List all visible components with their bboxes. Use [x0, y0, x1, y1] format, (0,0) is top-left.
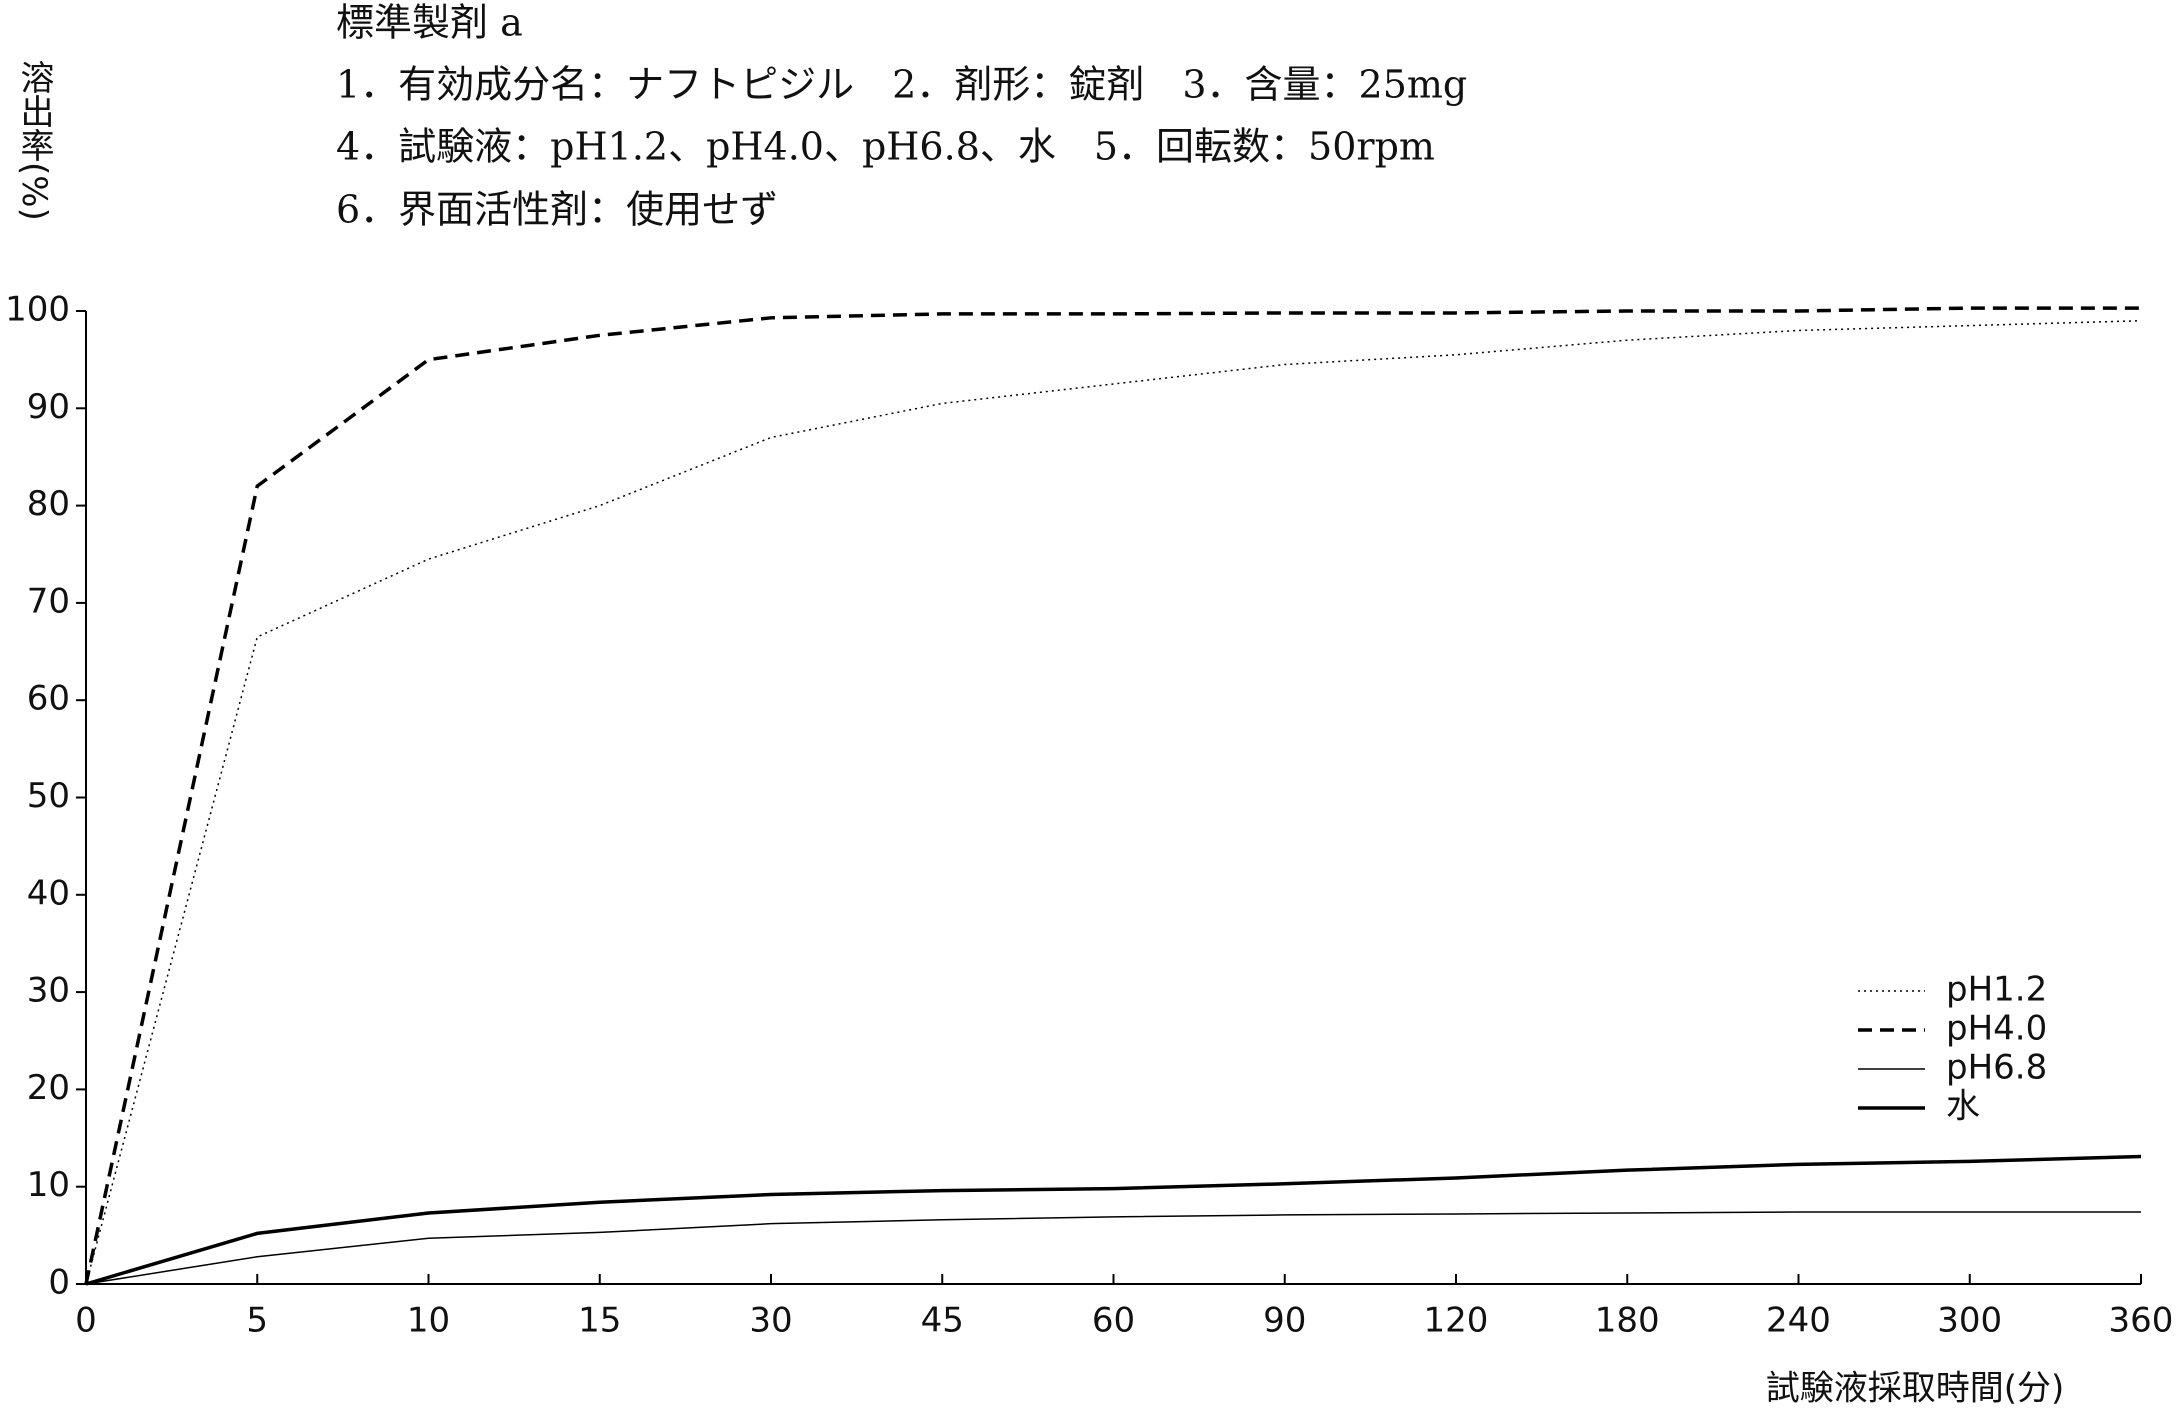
series-line: [85, 319, 2142, 1285]
series-line: [85, 1211, 2141, 1285]
y-axis-label: 溶出率(%): [14, 60, 54, 221]
x-tick-label: 30: [749, 1301, 792, 1341]
y-tick-label: 90: [27, 387, 70, 427]
legend-label: pH1.2: [1946, 970, 2047, 1010]
y-tick-label: 10: [27, 1165, 70, 1205]
series-line: [84, 306, 2141, 1285]
legend-label: 水: [1946, 1087, 1980, 1127]
y-tick-label: 40: [27, 873, 70, 913]
header-line: 標準製剤 a: [336, 1, 523, 45]
y-tick-label: 80: [27, 484, 70, 524]
x-tick-label: 10: [407, 1301, 450, 1341]
x-tick-label: 300: [1937, 1301, 2002, 1341]
x-tick-label: 240: [1766, 1301, 1831, 1341]
y-tick-label: 50: [27, 776, 70, 816]
series-line: [85, 1154, 2142, 1286]
y-tick-label: 70: [27, 581, 70, 621]
legend-label: pH4.0: [1946, 1009, 2047, 1049]
legend-label: pH6.8: [1946, 1048, 2047, 1088]
x-tick-label: 120: [1424, 1301, 1489, 1341]
y-tick-label: 100: [5, 290, 70, 330]
x-tick-label: 5: [246, 1301, 268, 1341]
x-tick-label: 180: [1595, 1301, 1660, 1341]
y-tick-label: 30: [27, 971, 70, 1011]
x-tick-label: 60: [1092, 1301, 1135, 1341]
x-axis-label: 試験液採取時間(分): [1766, 1369, 2065, 1409]
y-tick-label: 0: [48, 1263, 70, 1303]
x-tick-label: 0: [75, 1301, 97, 1341]
y-tick-label: 60: [27, 679, 70, 719]
x-tick-label: 360: [2109, 1301, 2174, 1341]
header-line: 1．有効成分名：ナフトピジル 2．剤形：錠剤 3．含量：25mg: [336, 63, 1467, 107]
header-line: 6．界面活性剤：使用せず: [336, 188, 778, 232]
header-line: 4．試験液：pH1.2、pH4.0、pH6.8、水 5．回転数：50rpm: [336, 125, 1435, 169]
x-tick-label: 90: [1263, 1301, 1306, 1341]
x-tick-label: 15: [578, 1301, 621, 1341]
x-tick-label: 45: [921, 1301, 964, 1341]
y-tick-label: 20: [27, 1068, 70, 1108]
